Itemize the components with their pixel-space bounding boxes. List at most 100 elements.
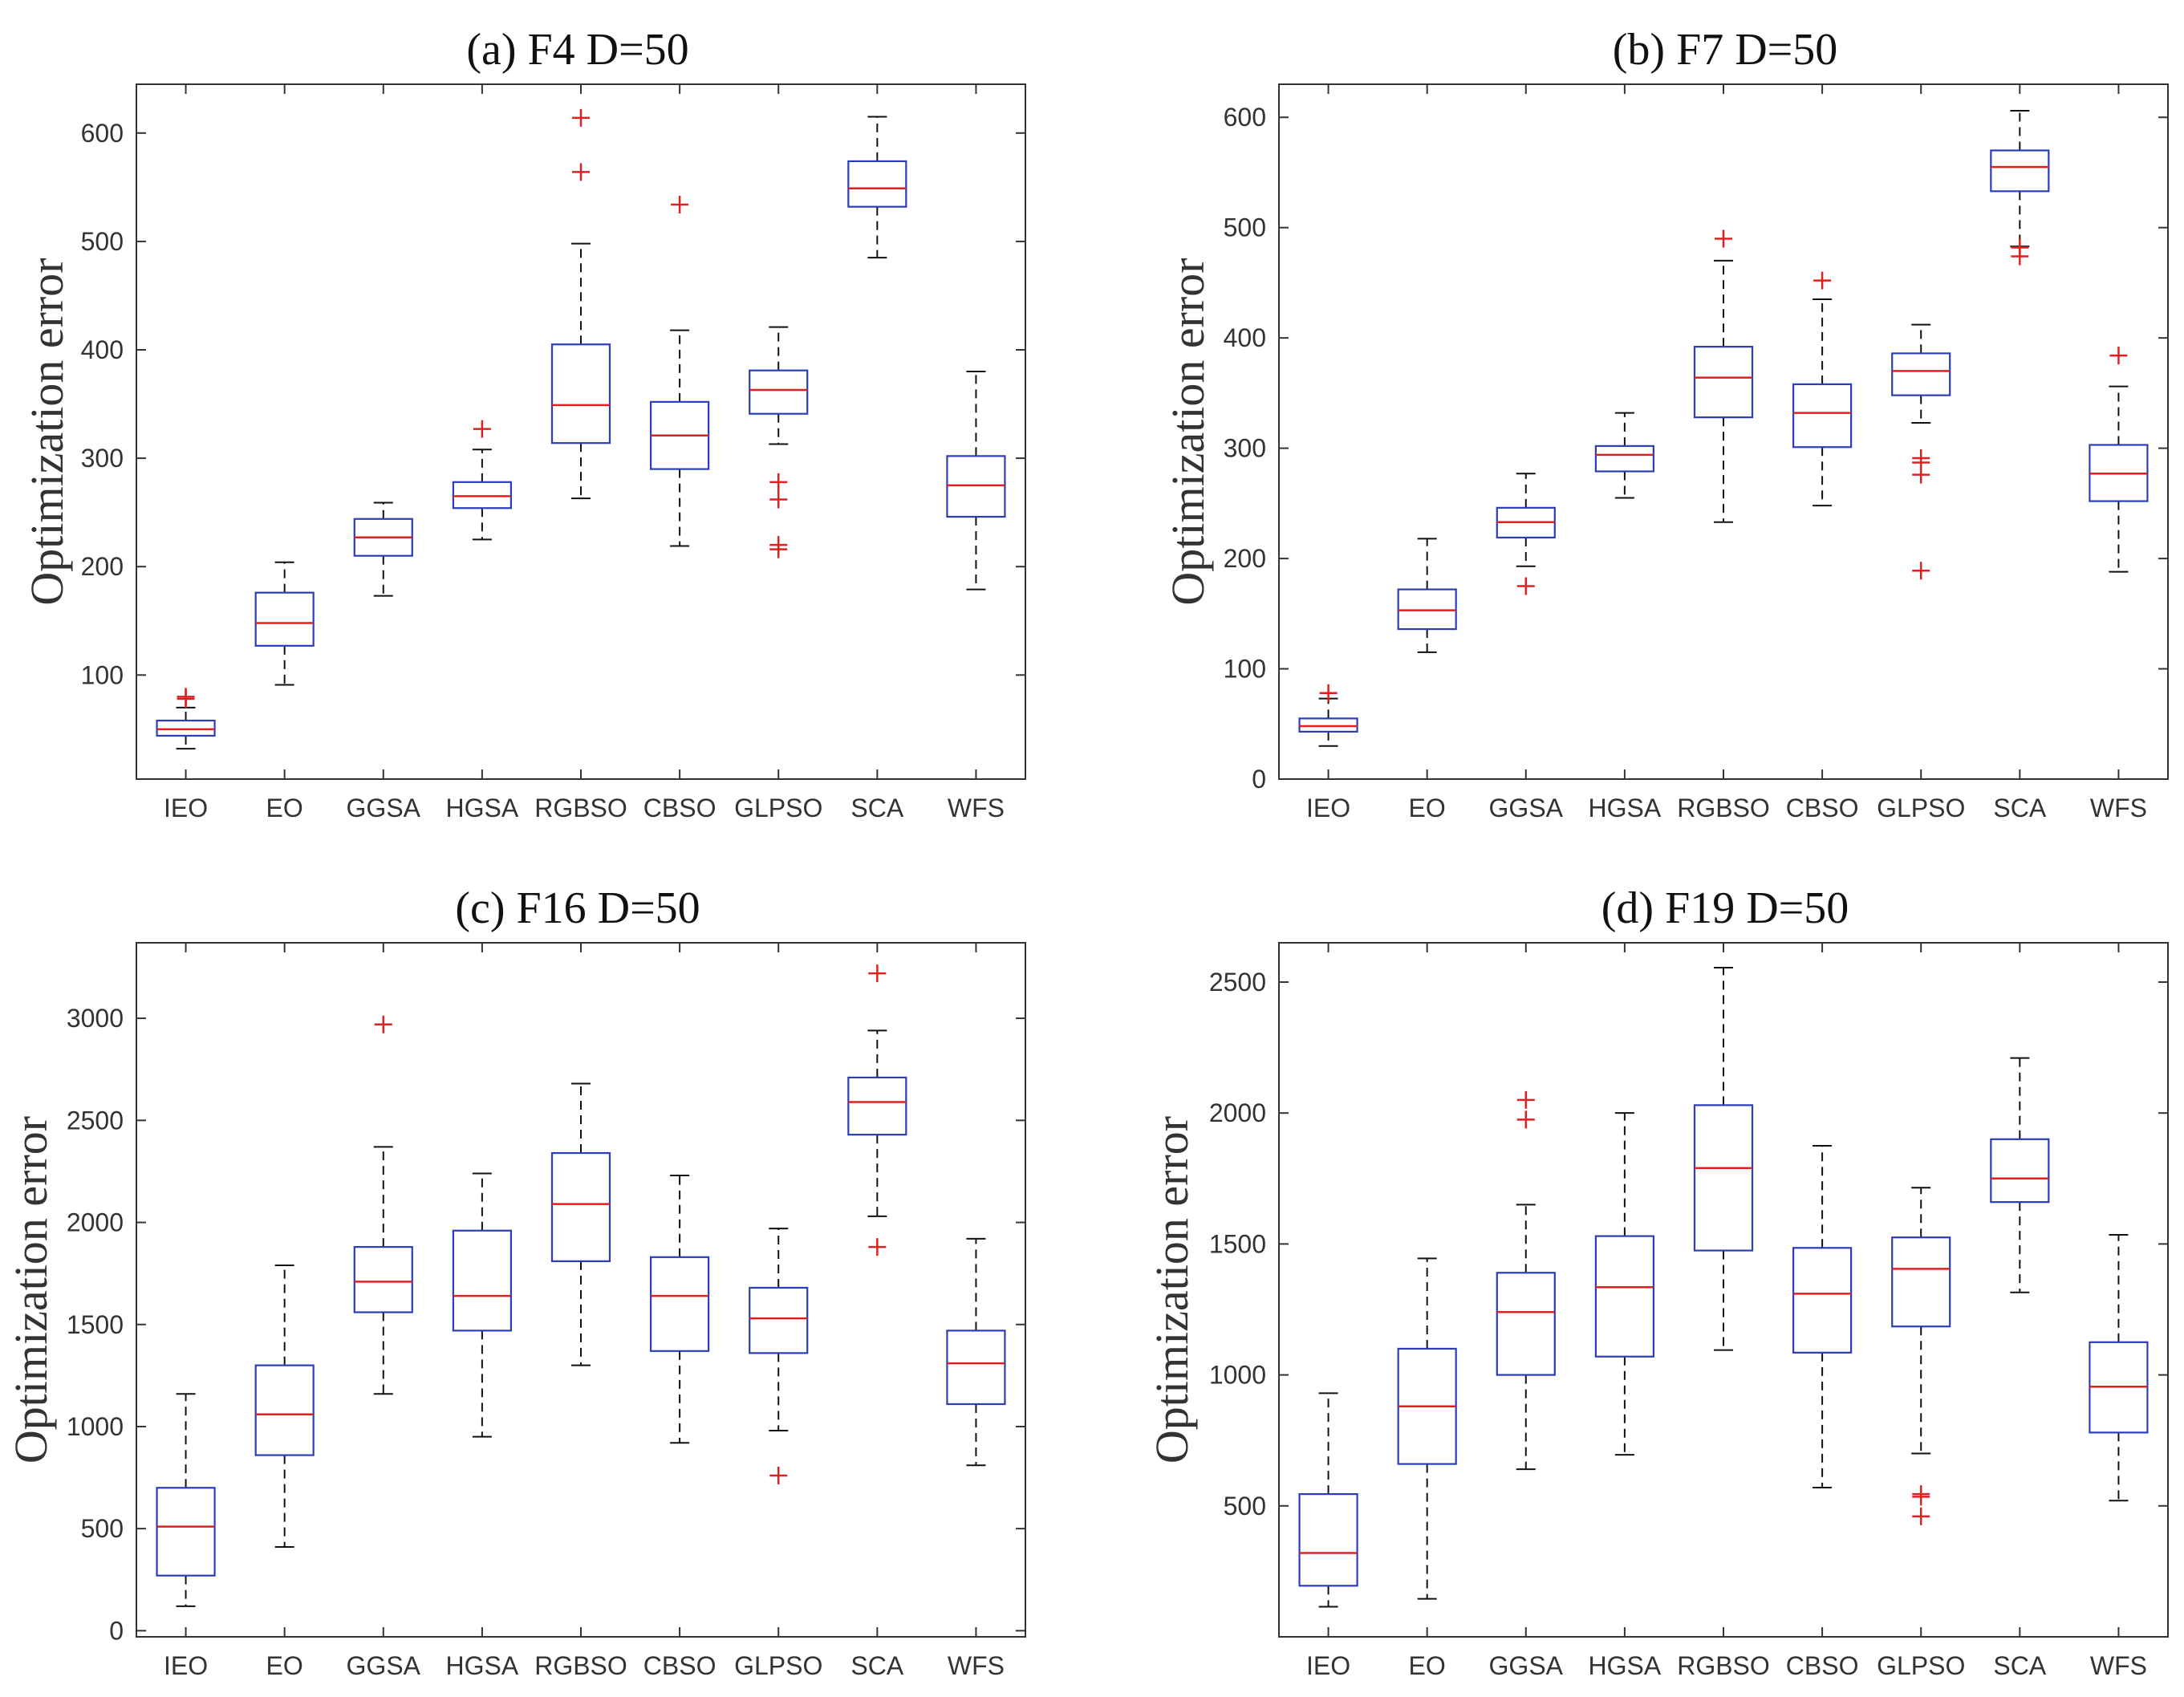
box-ieo [156,688,216,750]
x-tick-label: GGSA [1489,794,1564,822]
box-rgbso [550,1082,611,1366]
box-hgsa [1594,1112,1654,1456]
outlier-marker [1516,1090,1535,1109]
x-tick-label: EO [1409,794,1446,822]
outlier-marker [868,1238,887,1257]
x-tick-label: GGSA [347,794,421,822]
y-tick-label: 400 [1224,323,1266,352]
outlier-marker [1912,1488,1930,1506]
box-iqr [847,1076,907,1136]
y-axis-label: Optimization error [21,258,73,605]
box-glpso [749,326,809,558]
x-tick-label: GLPSO [1877,1651,1965,1680]
outlier-marker [769,540,788,558]
box-iqr [749,1286,809,1354]
box-wfs [946,371,1006,591]
box-sca [847,964,907,1257]
panel-c: (c) F16 D=50 Optimization error 0 500 1000 15… [5,883,1026,1680]
box-sca [1990,109,2050,266]
box-wfs [2089,347,2149,573]
x-tick-label: CBSO [1786,794,1859,822]
outlier-marker [769,490,788,509]
panel-d: (d) F19 D=50 Optimization error 500 1000 150… [1146,883,2169,1680]
box-hgsa [452,1172,512,1438]
box-sca [847,116,907,259]
box-iqr [1891,1236,1951,1328]
y-tick-label: 0 [1252,765,1266,794]
box-rgbso [1693,967,1754,1351]
y-tick-label: 400 [81,335,124,364]
box-iqr [749,369,809,415]
y-tick-label: 200 [81,552,124,581]
x-tick-label: GGSA [347,1651,421,1680]
box-cbso [650,195,710,547]
x-tick-label: SCA [1993,794,2046,822]
y-tick-label: 100 [1224,655,1266,684]
y-tick-label: 2000 [1209,1098,1266,1127]
x-tick-label: SCA [1993,1651,2046,1680]
x-tick-label: IEO [1306,1651,1350,1680]
y-tick-label: 600 [81,119,124,148]
box-iqr [353,1245,413,1313]
outlier-marker [1912,562,1930,580]
box-iqr [650,1256,710,1352]
box-iqr [1891,352,1951,396]
y-tick-label: 2500 [1209,968,1266,997]
outlier-marker [2011,247,2029,266]
x-tick-label: HGSA [446,794,519,822]
y-axis-label: Optimization error [1162,258,1214,605]
box-glpso [1891,323,1951,580]
x-tick-label: RGBSO [534,1651,627,1680]
box-cbso [650,1175,710,1444]
outlier-marker [2109,347,2128,365]
y-tick-label: 500 [1224,213,1266,242]
box-ieo [1298,684,1358,747]
box-ggsa [1496,1090,1556,1471]
box-glpso [1891,1187,1951,1525]
panel-a: (a) F4 D=50 Optimization error 100 200 300 40… [21,25,1026,822]
y-tick-label: 3000 [67,1004,124,1033]
x-tick-label: GLPSO [734,1651,822,1680]
box-glpso [749,1228,809,1485]
box-iqr [946,1330,1006,1406]
panel-title: (b) F7 D=50 [1613,25,1837,75]
x-tick-label: HGSA [1589,794,1662,822]
x-tick-label: SCA [850,1651,903,1680]
y-tick-label: 500 [81,1514,124,1543]
box-iqr [946,455,1006,518]
outlier-marker [572,108,590,127]
box-iqr [156,1487,216,1577]
box-iqr [1594,445,1654,473]
outlier-marker [1912,1507,1930,1525]
x-tick-label: WFS [948,1651,1005,1680]
box-iqr [1298,717,1358,733]
x-tick-label: GLPSO [1877,794,1965,822]
box-wfs [2089,1233,2149,1502]
x-tick-label: EO [266,794,303,822]
y-tick-label: 500 [81,227,124,256]
y-tick-label: 1000 [1209,1361,1266,1390]
box-iqr [550,343,611,445]
outlier-marker [473,420,491,438]
y-tick-label: 300 [1224,434,1266,463]
outlier-marker [1319,684,1338,702]
box-iqr [1397,588,1457,631]
plot-frame [136,942,1026,1638]
box-eo [254,1264,315,1549]
y-tick-label: 600 [1224,103,1266,132]
y-tick-label: 2500 [67,1106,124,1135]
y-axis-label: Optimization error [5,1116,57,1464]
panel-title: (c) F16 D=50 [455,883,700,933]
y-tick-label: 2000 [67,1208,124,1237]
outlier-marker [1813,271,1832,290]
box-rgbso [1693,229,1754,523]
box-iqr [847,160,907,208]
box-ggsa [353,1015,413,1395]
x-tick-label: IEO [1306,794,1350,822]
y-tick-label: 1500 [1209,1229,1266,1258]
outlier-marker [769,473,788,491]
y-tick-label: 200 [1224,544,1266,573]
x-tick-label: GGSA [1489,1651,1564,1680]
box-eo [1397,538,1457,653]
